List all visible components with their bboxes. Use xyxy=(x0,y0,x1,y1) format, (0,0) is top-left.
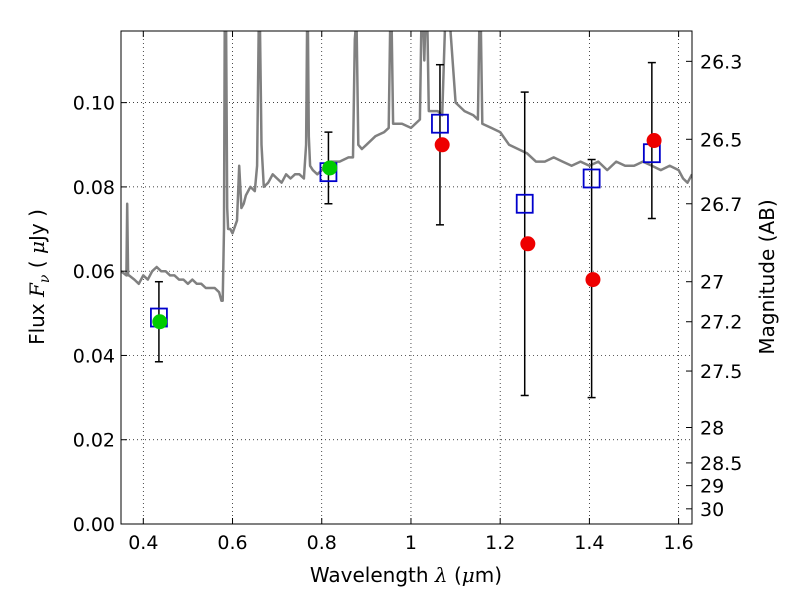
data-point-circle xyxy=(322,160,338,176)
mag-tick-label: 26.7 xyxy=(700,194,742,216)
data-point-square xyxy=(582,168,601,189)
y-tick-label: 0.10 xyxy=(73,93,115,115)
spectrum-layer xyxy=(121,31,692,302)
mag-tick-label: 27.5 xyxy=(700,361,742,383)
mag-tick-label: 29 xyxy=(700,476,724,498)
x-tick-label: 1.4 xyxy=(574,532,604,554)
mag-tick-label: 26.3 xyxy=(700,51,742,73)
y-tick-label: 0.04 xyxy=(73,345,115,367)
data-point-square xyxy=(515,193,534,214)
x-tick-label: 1.6 xyxy=(664,532,694,554)
points-layer xyxy=(150,61,662,399)
mag-tick-label: 27 xyxy=(700,272,724,294)
y-tick-label: 0.02 xyxy=(73,430,115,452)
x-tick-label: 1 xyxy=(405,532,417,554)
data-point-circle xyxy=(434,137,450,153)
ticks: 0.4 0.6 0.8 1 1.2 1.4 1.6 0.00 0.02 0.04 0.06 0.08 0… xyxy=(73,31,742,554)
x-tick-label: 1.2 xyxy=(485,532,515,554)
x-tick-label: 0.6 xyxy=(217,532,247,554)
y2-axis-label: Magnitude (AB) xyxy=(755,199,779,354)
data-point-circle xyxy=(585,272,601,288)
spectrum-line xyxy=(121,31,692,302)
y-tick-label: 0.06 xyxy=(73,261,115,283)
data-point-circle xyxy=(646,133,662,149)
plot-frame xyxy=(120,30,693,525)
x-tick-label: 0.8 xyxy=(307,532,337,554)
plot-area xyxy=(121,31,692,524)
mag-tick-label: 26.5 xyxy=(700,129,742,151)
y-tick-label: 0.00 xyxy=(73,514,115,536)
mag-tick-label: 28 xyxy=(700,418,724,440)
y-tick-label: 0.08 xyxy=(73,177,115,199)
data-point-circle xyxy=(152,314,168,330)
data-point-square xyxy=(431,113,449,134)
x-tick-label: 0.4 xyxy=(128,532,158,554)
mag-tick-label: 27.2 xyxy=(700,312,742,334)
mag-tick-label: 30 xyxy=(700,499,724,521)
data-point-circle xyxy=(520,236,536,252)
y-axis-label: Flux Fν ( μJy ) xyxy=(25,209,53,345)
mag-tick-label: 28.5 xyxy=(700,453,742,475)
x-axis-label: Wavelength λ (μm) xyxy=(310,563,502,587)
